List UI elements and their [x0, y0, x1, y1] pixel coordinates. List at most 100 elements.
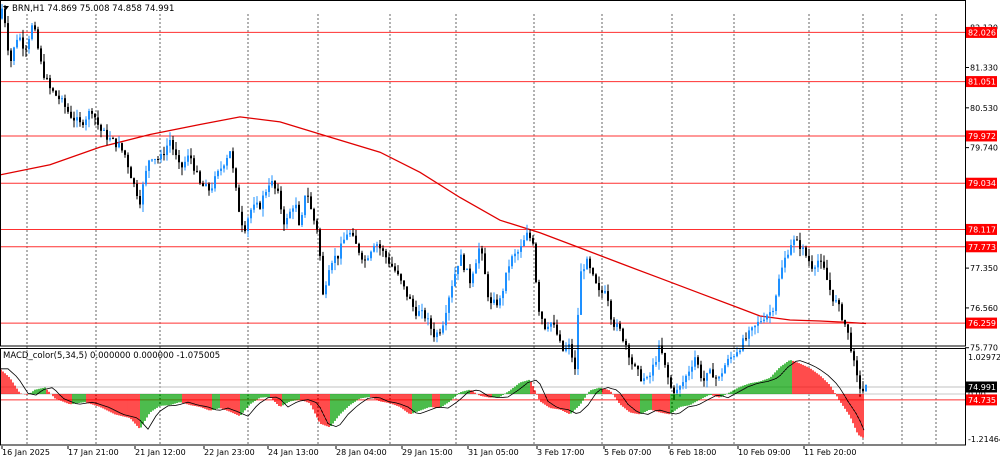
candle-body — [181, 162, 183, 168]
candle-body — [766, 315, 768, 320]
candle-body — [607, 291, 609, 301]
candle — [499, 295, 501, 309]
level-price-tag[interactable]: 78.117 — [966, 223, 997, 235]
candle-body — [772, 311, 774, 313]
candle — [61, 95, 63, 103]
candle-body — [7, 23, 9, 51]
level-price-tag[interactable]: 82.026 — [966, 26, 997, 38]
candle — [841, 302, 843, 322]
candle — [238, 184, 240, 213]
candle — [337, 255, 339, 266]
time-tick-label: 21 Jan 12:00 — [135, 448, 186, 457]
candle-body — [391, 263, 393, 267]
level-price-tag[interactable]: 79.034 — [966, 177, 997, 189]
candle — [436, 329, 438, 343]
candle-body — [214, 176, 216, 189]
candle — [133, 177, 135, 188]
candle-body — [76, 117, 78, 121]
level-tag-text: 79.972 — [968, 132, 996, 141]
candle — [652, 358, 654, 382]
candle — [667, 362, 669, 385]
candle-body — [685, 375, 687, 383]
candle — [751, 326, 753, 337]
level-tag-text: 78.117 — [968, 225, 996, 234]
candle — [559, 330, 561, 343]
candle-body — [769, 312, 771, 316]
candle-body — [46, 77, 48, 79]
macd-tick-label: 1.029727 — [968, 353, 1000, 362]
candle — [127, 152, 129, 174]
candle-body — [613, 319, 615, 327]
candle — [523, 235, 525, 247]
candle — [619, 320, 621, 332]
candle — [553, 314, 555, 328]
candle-body — [631, 357, 633, 365]
candle-body — [427, 318, 429, 320]
candle-body — [82, 122, 84, 125]
candle-body — [331, 263, 333, 271]
candle — [271, 175, 273, 188]
candle-body — [454, 274, 456, 287]
candle — [340, 236, 342, 265]
candle-body — [523, 240, 525, 246]
candle — [631, 354, 633, 370]
dropdown-arrow-icon[interactable] — [3, 6, 9, 10]
candle-body — [424, 310, 426, 319]
candle — [583, 264, 585, 280]
candle — [760, 316, 762, 324]
candle — [754, 325, 756, 335]
candle-body — [604, 291, 606, 293]
candle — [484, 247, 486, 275]
candle — [742, 334, 744, 352]
time-tick-label: 6 Feb 18:00 — [669, 448, 716, 457]
candle — [1, 4, 3, 20]
macd-layer — [0, 360, 965, 438]
level-price-tag[interactable]: 76.259 — [966, 317, 997, 329]
candle-body — [22, 37, 24, 49]
candle-body — [280, 190, 282, 210]
candle-body — [397, 270, 399, 275]
candle-body — [727, 358, 729, 366]
candle-body — [106, 129, 108, 140]
candle — [694, 350, 696, 371]
candle — [784, 251, 786, 273]
candle-body — [787, 254, 789, 258]
candle-body — [118, 143, 120, 148]
level-tag-box — [966, 26, 997, 38]
candle-body — [382, 248, 384, 251]
candle-body — [436, 332, 438, 338]
main-chart-frame — [0, 0, 966, 347]
candle-body — [232, 151, 234, 169]
candle — [16, 34, 18, 49]
level-price-tag[interactable]: 81.051 — [966, 76, 997, 88]
last-price-tag: 74.991 — [966, 381, 997, 393]
candle-body — [337, 255, 339, 259]
candle-body — [820, 260, 822, 262]
candle — [748, 326, 750, 347]
level-tag-box — [966, 317, 997, 329]
level-price-tag[interactable]: 74.735 — [966, 394, 997, 406]
candle — [685, 374, 687, 389]
level-tag-text: 74.735 — [968, 396, 996, 405]
candle — [97, 110, 99, 130]
candle — [820, 253, 822, 269]
candle-body — [4, 8, 6, 24]
candle — [574, 350, 576, 375]
candle — [349, 229, 351, 237]
level-price-tag[interactable]: 77.773 — [966, 241, 997, 253]
candle-body — [295, 204, 297, 209]
candle-body — [28, 39, 30, 50]
candle-body — [91, 111, 93, 114]
candle-body — [517, 251, 519, 254]
time-tick-label: 3 Feb 17:00 — [537, 448, 584, 457]
time-tick-label: 5 Feb 07:00 — [604, 448, 651, 457]
candle — [715, 375, 717, 387]
candle-body — [268, 185, 270, 192]
candle — [370, 250, 372, 261]
candle — [100, 123, 102, 138]
candle — [211, 182, 213, 193]
level-price-tag[interactable]: 79.972 — [966, 130, 997, 142]
candle-body — [16, 39, 18, 48]
candle-body — [385, 250, 387, 258]
